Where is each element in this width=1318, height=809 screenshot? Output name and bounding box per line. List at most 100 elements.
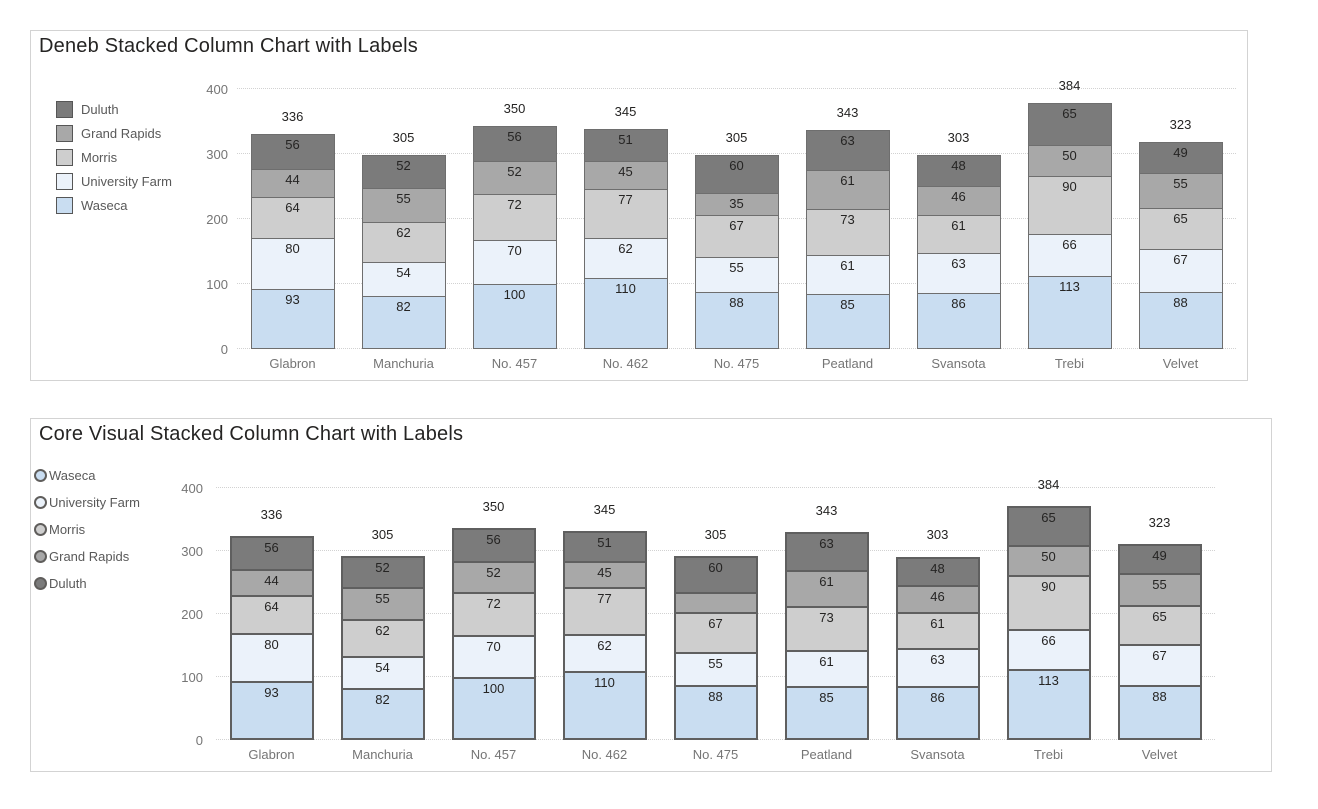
bar-segment-duluth[interactable]: 56 [250,133,335,171]
bar-segment-morris[interactable]: 67 [673,611,758,654]
bar-segment-university-farm[interactable]: 61 [805,255,890,295]
bar-segment-grand-rapids[interactable]: 55 [1138,173,1223,210]
bar-segment-grand-rapids[interactable]: 45 [562,560,647,590]
bar-segment-grand-rapids[interactable] [673,591,758,614]
bar-segment-duluth[interactable]: 65 [1027,103,1112,146]
bar-segment-waseca[interactable]: 110 [562,670,647,740]
legend-item-morris[interactable]: Morris [56,149,172,166]
bar-segment-grand-rapids[interactable]: 46 [916,185,1001,216]
legend-item-duluth[interactable]: Duluth [34,575,140,592]
legend-item-university-farm[interactable]: University Farm [56,173,172,190]
bar-segment-university-farm[interactable]: 61 [784,650,869,689]
bar-segment-university-farm[interactable]: 70 [451,634,536,679]
bar-segment-morris[interactable]: 61 [916,214,1001,255]
bar-segment-morris[interactable]: 65 [1117,605,1202,647]
bar-segment-morris[interactable]: 73 [805,208,890,257]
bar-segment-waseca[interactable]: 100 [472,284,557,349]
bar-segment-morris[interactable]: 65 [1138,208,1223,251]
bar-segment-grand-rapids[interactable]: 44 [229,569,314,597]
bar-segment-grand-rapids[interactable]: 55 [1117,572,1202,608]
bar-segment-duluth[interactable]: 56 [451,527,536,563]
legend-item-university-farm[interactable]: University Farm [34,494,140,511]
bar-segment-waseca[interactable]: 100 [451,677,536,740]
legend-item-duluth[interactable]: Duluth [56,101,172,118]
legend-item-waseca[interactable]: Waseca [56,197,172,214]
bar-segment-university-farm[interactable]: 54 [361,261,446,297]
bar-segment-waseca[interactable]: 86 [895,685,980,740]
bar-segment-morris[interactable]: 90 [1027,176,1112,235]
bar-segment-grand-rapids[interactable]: 45 [583,160,668,191]
bar-segment-morris[interactable]: 61 [895,611,980,651]
bar-segment-duluth[interactable]: 52 [361,154,446,189]
bar-segment-duluth[interactable]: 60 [673,555,758,594]
bar-segment-grand-rapids[interactable]: 55 [361,187,446,224]
bar-segment-duluth[interactable]: 63 [784,531,869,572]
bar-segment-waseca[interactable]: 110 [583,277,668,349]
bar-segment-grand-rapids[interactable]: 50 [1006,545,1091,577]
bar-segment-university-farm[interactable]: 55 [673,651,758,687]
bar-segment-waseca[interactable]: 88 [1117,684,1202,740]
bar-segment-duluth[interactable]: 60 [694,154,779,194]
bar-segment-waseca[interactable]: 85 [805,293,890,349]
legend-item-grand-rapids[interactable]: Grand Rapids [56,125,172,142]
bar-segment-morris[interactable]: 72 [451,591,536,637]
bar-segment-grand-rapids[interactable]: 46 [895,584,980,614]
bar-segment-university-farm[interactable]: 70 [472,239,557,285]
bar-segment-duluth[interactable]: 49 [1117,543,1202,575]
bar-segment-duluth[interactable]: 51 [583,128,668,162]
bar-segment-morris[interactable]: 62 [340,619,425,659]
bar-segment-morris[interactable]: 67 [694,214,779,259]
bar-segment-university-farm[interactable]: 80 [229,633,314,684]
bar-segment-university-farm[interactable]: 66 [1006,629,1091,671]
bar-segment-university-farm[interactable]: 63 [916,253,1001,295]
bar-segment-grand-rapids[interactable]: 61 [784,569,869,609]
bar-segment-morris[interactable]: 64 [229,594,314,636]
bar-segment-university-farm[interactable]: 62 [583,238,668,279]
bar-segment-morris[interactable]: 77 [583,189,668,240]
bar-segment-university-farm[interactable]: 67 [1138,249,1223,293]
bar-segment-waseca[interactable]: 88 [1138,291,1223,349]
bar-segment-waseca[interactable]: 86 [916,293,1001,349]
bar-segment-grand-rapids[interactable]: 52 [451,560,536,594]
bar-segment-university-farm[interactable]: 62 [562,633,647,673]
bar-segment-grand-rapids[interactable]: 44 [250,169,335,198]
bar-segment-duluth[interactable]: 48 [916,155,1001,187]
bar-segment-morris[interactable]: 73 [784,606,869,653]
bar-segment-morris[interactable]: 90 [1006,574,1091,632]
bar-segment-grand-rapids[interactable]: 61 [805,170,890,210]
bar-segment-morris[interactable]: 62 [361,222,446,263]
bar-segment-grand-rapids[interactable]: 35 [694,192,779,216]
bar-segment-grand-rapids[interactable]: 52 [472,160,557,195]
bar-segment-duluth[interactable]: 63 [805,130,890,172]
bar-segment-waseca[interactable]: 93 [250,288,335,349]
bar-segment-duluth[interactable]: 48 [895,556,980,587]
bar-segment-duluth[interactable]: 56 [229,535,314,571]
bar-segment-duluth[interactable]: 51 [562,530,647,563]
bar-segment-morris[interactable]: 77 [562,587,647,636]
bar-segment-waseca[interactable]: 93 [229,681,314,740]
bar-segment-duluth[interactable]: 52 [340,555,425,589]
bar-segment-grand-rapids[interactable]: 55 [340,586,425,622]
bar-segment-morris[interactable]: 72 [472,193,557,241]
bar-segment-waseca[interactable]: 88 [673,684,758,740]
bar-segment-waseca[interactable]: 113 [1006,668,1091,740]
bar-segment-university-farm[interactable]: 55 [694,257,779,293]
bar-segment-waseca[interactable]: 85 [784,686,869,740]
bar-segment-duluth[interactable]: 49 [1138,142,1223,175]
bar-segment-university-farm[interactable]: 66 [1027,233,1112,277]
bar-segment-waseca[interactable]: 82 [340,688,425,740]
bar-segment-waseca[interactable]: 82 [361,295,446,349]
bar-segment-duluth[interactable]: 65 [1006,506,1091,548]
bar-segment-waseca[interactable]: 88 [694,291,779,349]
legend-item-morris[interactable]: Morris [34,521,140,538]
bar-segment-morris[interactable]: 64 [250,196,335,239]
bar-segment-university-farm[interactable]: 67 [1117,644,1202,687]
bar-segment-university-farm[interactable]: 63 [895,648,980,688]
bar-segment-duluth[interactable]: 56 [472,125,557,162]
bar-segment-grand-rapids[interactable]: 50 [1027,144,1112,178]
bar-segment-university-farm[interactable]: 54 [340,656,425,691]
bar-segment-university-farm[interactable]: 80 [250,237,335,290]
legend-item-grand-rapids[interactable]: Grand Rapids [34,548,140,565]
legend-item-waseca[interactable]: Waseca [34,467,140,484]
bar-segment-waseca[interactable]: 113 [1027,275,1112,349]
